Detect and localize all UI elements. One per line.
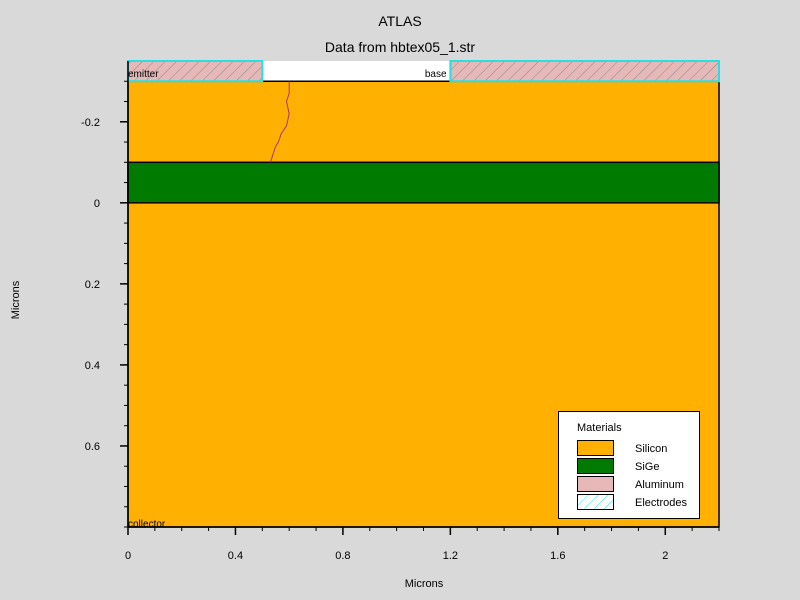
x-tick-label: 0 bbox=[125, 550, 131, 562]
legend-swatch-sige bbox=[577, 458, 614, 474]
region-aluminum-3 bbox=[449, 60, 720, 83]
legend: Materials Silicon SiGe Aluminum Electrod… bbox=[558, 411, 700, 519]
x-tick-label: 0.8 bbox=[335, 550, 350, 562]
x-tick-label: 2 bbox=[662, 550, 668, 562]
y-tick-label: 0.4 bbox=[85, 360, 100, 372]
y-tick-label: 0.6 bbox=[85, 441, 100, 453]
x-tick-label: 0.4 bbox=[228, 550, 243, 562]
region-sige-1 bbox=[127, 161, 720, 204]
electrode-label-base: base bbox=[425, 69, 447, 80]
legend-item-silicon: Silicon bbox=[577, 440, 697, 458]
legend-item-aluminum: Aluminum bbox=[577, 476, 697, 494]
legend-label-electrodes: Electrodes bbox=[635, 497, 687, 509]
electrode-label-collector: collector bbox=[128, 519, 166, 530]
legend-label-sige: SiGe bbox=[635, 461, 660, 473]
chart-title: ATLAS bbox=[378, 13, 422, 29]
legend-swatch-aluminum bbox=[577, 476, 614, 492]
legend-item-sige: SiGe bbox=[577, 458, 697, 476]
y-tick-label: 0 bbox=[94, 198, 100, 210]
electrode-base bbox=[449, 60, 720, 83]
junction-line bbox=[269, 81, 290, 163]
electrode-label-emitter: emitter bbox=[128, 69, 159, 80]
y-axis-label: Microns bbox=[10, 280, 22, 320]
legend-swatch-electrodes bbox=[577, 494, 614, 510]
legend-swatch-silicon bbox=[577, 440, 614, 456]
legend-title: Materials bbox=[577, 422, 622, 434]
y-tick-label: -0.2 bbox=[81, 117, 100, 129]
x-tick-label: 1.6 bbox=[550, 550, 565, 562]
legend-item-electrodes: Electrodes bbox=[577, 494, 697, 512]
legend-label-aluminum: Aluminum bbox=[635, 479, 684, 491]
x-tick-label: 1.2 bbox=[443, 550, 458, 562]
chart-subtitle: Data from hbtex05_1.str bbox=[324, 39, 476, 55]
x-axis-label: Microns bbox=[404, 578, 444, 590]
y-tick-label: 0.2 bbox=[85, 279, 100, 291]
legend-label-silicon: Silicon bbox=[635, 443, 668, 455]
